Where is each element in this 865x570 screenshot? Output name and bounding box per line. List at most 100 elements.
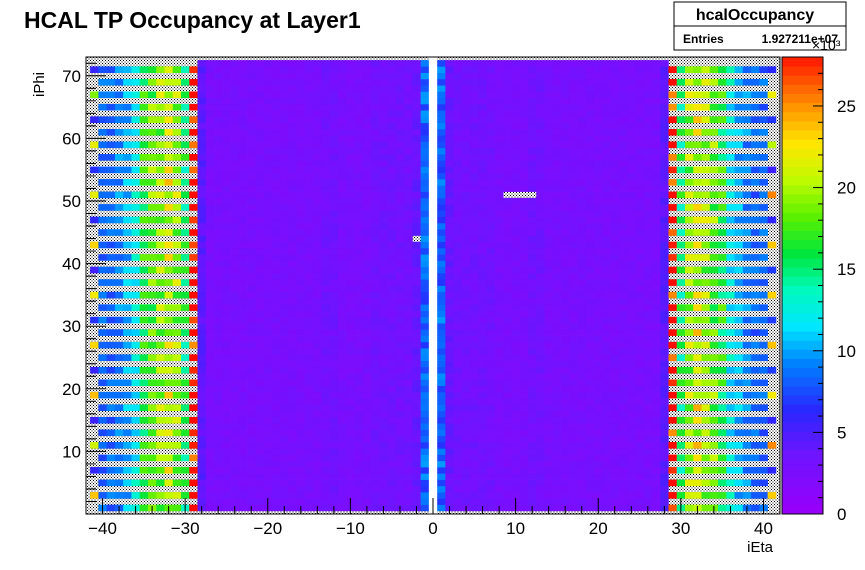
heatmap-cell <box>139 179 149 186</box>
heatmap-cell <box>594 147 603 155</box>
heatmap-cell <box>643 379 653 387</box>
heatmap-cell <box>354 247 364 255</box>
heatmap-cell <box>247 385 256 393</box>
heatmap-cell <box>313 304 322 311</box>
heatmap-cell <box>486 385 496 393</box>
heatmap-cell <box>354 210 364 217</box>
heatmap-cell <box>247 247 256 255</box>
heatmap-cell <box>561 379 570 387</box>
heatmap-cell <box>726 103 735 111</box>
heatmap-cell <box>346 247 355 255</box>
heatmap-cell <box>304 485 314 493</box>
heatmap-cell <box>304 348 314 355</box>
heatmap-cell <box>280 304 289 311</box>
heatmap-cell <box>577 398 587 405</box>
heatmap-cell <box>610 467 620 474</box>
heatmap-cell <box>90 266 99 274</box>
heatmap-cell <box>602 391 611 399</box>
heatmap-cell <box>437 504 446 512</box>
heatmap-cell <box>552 110 562 117</box>
heatmap-cell <box>156 128 165 136</box>
heatmap-cell <box>536 260 545 268</box>
heatmap-cell <box>494 379 504 387</box>
heatmap-cell <box>164 66 174 73</box>
heatmap-cell <box>263 272 273 280</box>
heatmap-cell <box>635 360 645 368</box>
heatmap-cell <box>486 498 496 505</box>
heatmap-cell <box>602 429 611 437</box>
heatmap-cell <box>362 448 372 455</box>
heatmap-cell <box>494 498 504 505</box>
heatmap-cell <box>131 154 141 161</box>
heatmap-cell <box>321 103 331 111</box>
heatmap-cell <box>561 197 570 205</box>
heatmap-cell <box>222 135 231 142</box>
heatmap-cell <box>552 285 562 293</box>
heatmap-cell <box>412 448 421 455</box>
heatmap-cell <box>470 454 479 462</box>
heatmap-cell <box>734 479 744 487</box>
heatmap-cell <box>205 429 215 437</box>
heatmap-cell <box>453 291 463 299</box>
heatmap-cell <box>445 323 454 330</box>
heatmap-cell <box>602 323 611 330</box>
heatmap-cell <box>660 404 669 412</box>
heatmap-cell <box>486 298 496 305</box>
heatmap-cell <box>147 442 157 449</box>
heatmap-cell <box>643 72 653 80</box>
heatmap-cell <box>577 391 587 399</box>
heatmap-cell <box>404 391 413 399</box>
heatmap-cell <box>238 235 248 243</box>
heatmap-cell <box>718 504 727 512</box>
heatmap-cell <box>288 179 298 186</box>
heatmap-cell <box>478 254 488 261</box>
heatmap-cell <box>602 348 611 355</box>
heatmap-cell <box>643 354 653 361</box>
heatmap-cell <box>420 128 430 136</box>
heatmap-cell <box>519 285 529 293</box>
heatmap-cell <box>709 66 719 73</box>
heatmap-cell <box>751 329 760 336</box>
heatmap-cell <box>106 266 116 274</box>
heatmap-cell <box>123 341 132 349</box>
heatmap-cell <box>684 404 694 412</box>
heatmap-cell <box>288 467 298 474</box>
heatmap-cell <box>718 416 727 424</box>
heatmap-cell <box>247 454 256 462</box>
heatmap-cell <box>238 298 248 305</box>
heatmap-cell <box>618 291 628 299</box>
heatmap-cell <box>635 348 645 355</box>
heatmap-cell <box>280 66 289 73</box>
heatmap-cell <box>519 416 529 424</box>
heatmap-cell <box>395 141 405 149</box>
heatmap-cell <box>214 366 223 374</box>
heatmap-cell <box>437 122 446 130</box>
heatmap-cell <box>329 485 339 493</box>
heatmap-cell <box>172 78 182 86</box>
heatmap-cell <box>371 316 380 324</box>
heatmap-cell <box>131 492 141 499</box>
heatmap-cell <box>552 91 562 99</box>
heatmap-cell <box>304 385 314 393</box>
heatmap-cell <box>668 304 678 311</box>
heatmap-cell <box>701 304 711 311</box>
heatmap-cell <box>643 197 653 205</box>
heatmap-cell <box>362 260 372 268</box>
heatmap-cell <box>453 222 463 230</box>
heatmap-cell <box>519 197 529 205</box>
heatmap-cell <box>329 435 339 443</box>
heatmap-cell <box>404 498 413 505</box>
heatmap-cell <box>238 498 248 505</box>
heatmap-cell <box>478 266 488 274</box>
heatmap-cell <box>651 229 661 236</box>
heatmap-cell <box>395 216 405 224</box>
heatmap-cell <box>271 385 281 393</box>
heatmap-cell <box>437 454 446 462</box>
heatmap-cell <box>602 154 611 161</box>
heatmap-cell <box>536 298 545 305</box>
heatmap-cell <box>627 179 636 186</box>
heatmap-cell <box>453 78 463 86</box>
heatmap-cell <box>470 166 479 174</box>
heatmap-cell <box>288 254 298 261</box>
heatmap-cell <box>337 473 347 480</box>
